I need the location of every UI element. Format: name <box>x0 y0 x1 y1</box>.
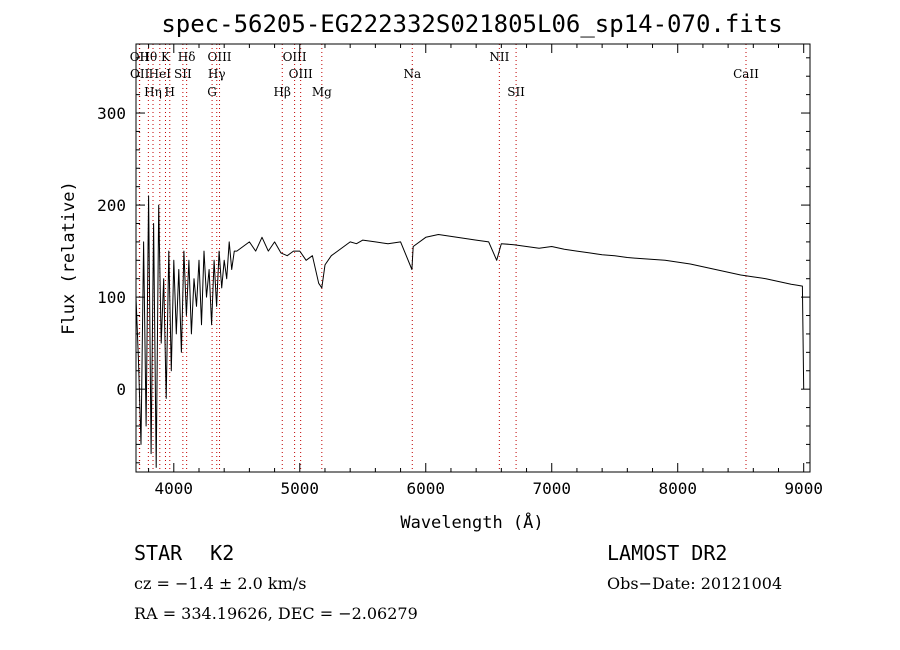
survey-name: LAMOST DR2 <box>607 541 728 565</box>
x-tick-label: 7000 <box>532 479 571 498</box>
object-class: STAR <box>134 541 183 565</box>
spectral-line-label: NII <box>489 50 509 64</box>
y-tick-label: 100 <box>97 288 126 307</box>
x-tick-label: 5000 <box>281 479 320 498</box>
spectral-line-label: OIII <box>289 67 313 81</box>
spectral-line-label: Na <box>403 67 421 81</box>
spectral-line-label: Hγ <box>208 67 226 81</box>
x-tick-label: 6000 <box>406 479 445 498</box>
x-tick-label: 8000 <box>658 479 697 498</box>
x-tick-label: 9000 <box>784 479 823 498</box>
spectral-line-label: SII <box>507 85 525 99</box>
spectral-line-label: CaII <box>733 67 759 81</box>
redshift-text: cz = −1.4 ± 2.0 km/s <box>134 574 307 593</box>
y-tick-label: 0 <box>116 380 126 399</box>
spectral-line-label: G <box>207 85 217 99</box>
spectral-line-label: SII <box>174 67 192 81</box>
spectral-line-label: OII <box>130 67 150 81</box>
spectral-line-label: Mg <box>312 85 332 99</box>
spectral-line-label: H <box>165 85 175 99</box>
y-tick-label: 200 <box>97 196 126 215</box>
spectral-line-label: HeI <box>149 67 172 81</box>
spectral-line-label: OIII <box>283 50 307 64</box>
spectral-line-label: OIII <box>207 50 231 64</box>
spectral-line-label: Hβ <box>274 85 291 99</box>
spectral-line-label: Hη <box>144 85 162 99</box>
obs-date-text: Obs−Date: 20121004 <box>607 574 783 593</box>
spectral-line-label: K <box>161 50 171 64</box>
y-tick-label: 300 <box>97 104 126 123</box>
series-layer <box>135 195 805 468</box>
x-axis-label: Wavelength (Å) <box>400 511 543 533</box>
coordinates-text: RA = 334.19626, DEC = −2.06279 <box>134 604 418 623</box>
axis-ticks <box>136 44 810 472</box>
spectral-line-label: Hδ <box>178 50 196 64</box>
x-tick-label: 4000 <box>155 479 194 498</box>
plot-frame <box>135 43 811 473</box>
spectrum-series-line <box>135 195 805 468</box>
y-axis-label: Flux (relative) <box>59 181 79 335</box>
axis-tick-labels: 4000 5000 6000 7000 8000 9000 0 100 200 300 <box>97 104 823 498</box>
object-subclass: K2 <box>210 541 235 565</box>
chart-title: spec-56205-EG222332S021805L06_sp14-070.f… <box>161 10 782 38</box>
object-class-line: STAR K2 <box>134 541 234 565</box>
